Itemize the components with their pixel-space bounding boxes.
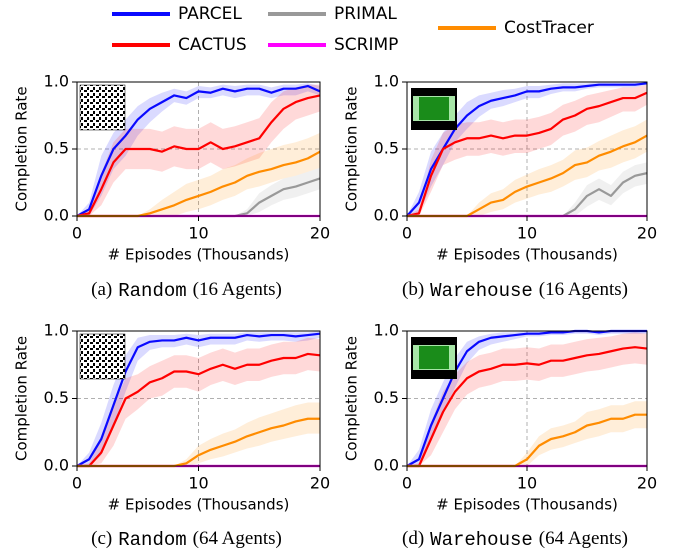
x-axis-label: # Episodes (Thousands) (108, 496, 290, 514)
y-axis-label: Completion Rate (343, 336, 361, 461)
caption-env: Warehouse (430, 529, 533, 551)
y-tick-label: 0.0 (374, 456, 399, 475)
legend-label: CACTUS (178, 35, 247, 55)
series-line (406, 91, 648, 218)
caption-env: Random (118, 529, 186, 551)
caption: (c) Random (64 Agents) (91, 528, 282, 551)
legend-label: CostTracer (504, 18, 594, 38)
caption-agents: (64 Agents) (193, 528, 282, 549)
y-tick-label: 1.0 (374, 72, 399, 91)
x-axis-label: # Episodes (Thousands) (436, 496, 618, 514)
caption-agents: (16 Agents) (193, 279, 282, 300)
legend-label: PRIMAL (334, 4, 397, 24)
series-line (407, 346, 648, 468)
x-tick-label: 0 (402, 224, 412, 243)
x-tick-label: 10 (517, 474, 537, 493)
caption: (d) Warehouse (64 Agents) (402, 528, 628, 551)
y-axis-label: Completion Rate (13, 86, 31, 211)
map-inset (79, 333, 126, 380)
caption: (a) Random (16 Agents) (91, 279, 282, 302)
confidence-band (77, 132, 320, 216)
caption-label: (b) (402, 279, 424, 300)
x-tick-label: 0 (72, 474, 82, 493)
series-line (76, 94, 321, 218)
x-tick-label: 20 (310, 474, 330, 493)
y-tick-label: 1.0 (44, 321, 69, 340)
series-line (406, 82, 648, 217)
y-tick-label: 0.5 (44, 139, 69, 158)
caption-agents: (64 Agents) (539, 528, 628, 549)
x-tick-label: 0 (402, 474, 412, 493)
y-tick-label: 0.5 (374, 388, 399, 407)
confidence-band (77, 337, 320, 466)
confidence-band (77, 402, 320, 466)
y-axis-label: Completion Rate (343, 86, 361, 211)
y-tick-label: 0.5 (44, 388, 69, 407)
legend-label: SCRIMP (334, 35, 398, 55)
series-line (77, 352, 321, 468)
confidence-band (407, 119, 647, 216)
caption-env: Random (118, 280, 186, 302)
y-tick-label: 0.5 (374, 139, 399, 158)
x-tick-label: 20 (310, 224, 330, 243)
y-axis-label: Completion Rate (13, 336, 31, 461)
caption-label: (c) (91, 528, 112, 549)
x-tick-label: 20 (637, 474, 657, 493)
y-tick-label: 0.0 (44, 206, 69, 225)
y-tick-label: 1.0 (374, 321, 399, 340)
series-line (76, 84, 321, 217)
y-tick-label: 1.0 (44, 72, 69, 91)
y-tick-label: 0.0 (44, 456, 69, 475)
map-inset-floor (419, 346, 449, 369)
map-inset (79, 84, 126, 131)
series-line (76, 332, 321, 467)
x-tick-label: 10 (188, 474, 208, 493)
x-axis-label: # Episodes (Thousands) (436, 246, 618, 264)
x-tick-label: 0 (72, 224, 82, 243)
x-tick-label: 10 (188, 224, 208, 243)
confidence-band (77, 83, 320, 216)
x-tick-label: 20 (637, 224, 657, 243)
confidence-band (407, 84, 647, 217)
caption-label: (d) (402, 528, 424, 549)
y-tick-label: 0.0 (374, 206, 399, 225)
confidence-band (77, 84, 320, 217)
confidence-band (407, 162, 647, 216)
x-axis-label: # Episodes (Thousands) (108, 246, 290, 264)
x-tick-label: 10 (517, 224, 537, 243)
map-inset-floor (419, 97, 449, 120)
caption-env: Warehouse (430, 280, 533, 302)
confidence-band (407, 332, 647, 466)
confidence-band (407, 401, 647, 466)
caption: (b) Warehouse (16 Agents) (402, 279, 628, 302)
caption-label: (a) (91, 279, 112, 300)
legend-label: PARCEL (178, 4, 242, 24)
caption-agents: (16 Agents) (539, 279, 628, 300)
